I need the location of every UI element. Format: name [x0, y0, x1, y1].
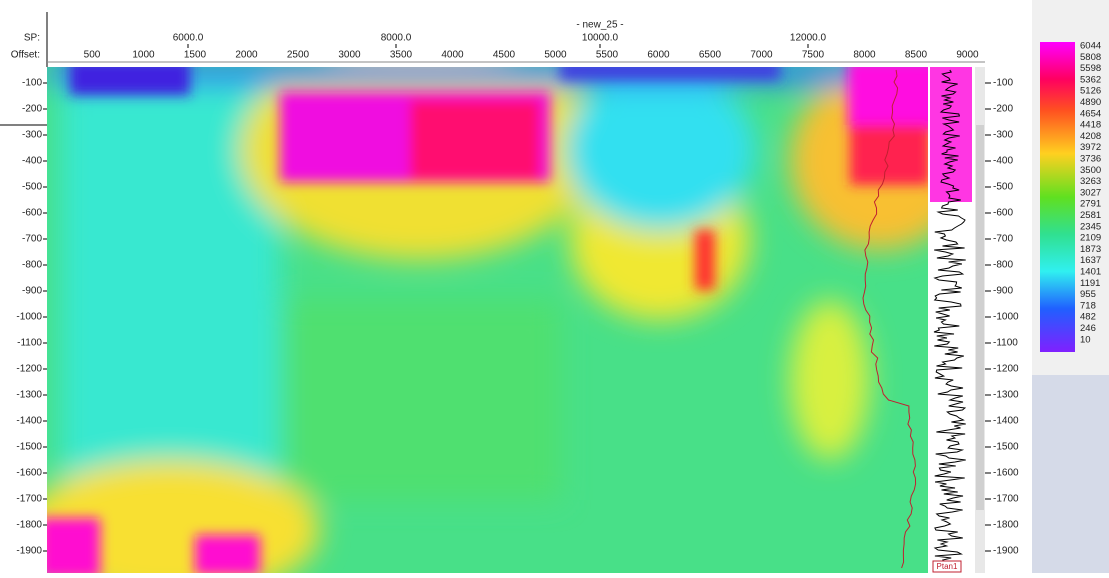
- color-scale-label: 3263: [1080, 176, 1101, 187]
- sp-label: SP:: [24, 33, 40, 44]
- sp-tick-label: 8000.0: [381, 33, 412, 44]
- depth-tick-label: -900: [993, 286, 1013, 297]
- color-scale-label: 1191: [1080, 278, 1100, 289]
- color-scale-label: 1637: [1080, 255, 1101, 266]
- scroll-thumb[interactable]: [976, 125, 984, 510]
- offset-tick-label: 4000: [441, 50, 464, 61]
- depth-tick-label: -1000: [16, 312, 42, 323]
- offset-tick-label: 5000: [544, 50, 567, 61]
- sp-tick-label: 6000.0: [173, 33, 204, 44]
- color-scale-label: 4418: [1080, 120, 1101, 131]
- depth-tick-label: -1200: [993, 364, 1019, 375]
- depth-tick-label: -1500: [16, 442, 42, 453]
- color-scale-label: 5126: [1080, 86, 1101, 97]
- depth-tick-label: -1300: [16, 390, 42, 401]
- depth-tick-label: -1200: [16, 364, 42, 375]
- depth-tick-label: -1400: [16, 416, 42, 427]
- color-scale-label: 4890: [1080, 97, 1101, 108]
- offset-tick-label: 500: [84, 50, 101, 61]
- offset-tick-label: 2500: [287, 50, 310, 61]
- seismic-viewer: - new_25 - SP: Offset: Ptan1 6000.0 8000.…: [0, 0, 1109, 573]
- seismic-image: [20, 40, 985, 573]
- color-scale-label: 6044: [1080, 41, 1101, 52]
- depth-tick-label: -700: [22, 234, 42, 245]
- color-scale-label: 246: [1080, 323, 1096, 334]
- depth-tick-label: -500: [993, 182, 1013, 193]
- depth-tick-label: -1000: [993, 312, 1019, 323]
- depth-tick-label: -1700: [993, 494, 1019, 505]
- depth-tick-label: -100: [993, 78, 1013, 89]
- color-scale-label: 2581: [1080, 210, 1101, 221]
- color-scale-label: 1401: [1080, 267, 1101, 278]
- depth-tick-label: -700: [993, 234, 1013, 245]
- depth-tick-label: -500: [22, 182, 42, 193]
- offset-tick-label: 3500: [390, 50, 413, 61]
- depth-tick-label: -1600: [16, 468, 42, 479]
- color-bar: [1040, 42, 1075, 352]
- color-scale-label: 2791: [1080, 199, 1101, 210]
- depth-tick-label: -1500: [993, 442, 1019, 453]
- depth-tick-label: -1600: [993, 468, 1019, 479]
- offset-tick-label: 1500: [184, 50, 207, 61]
- color-scale-label: 4208: [1080, 131, 1101, 142]
- color-scale-label: 3972: [1080, 142, 1101, 153]
- offset-tick-label: 1000: [132, 50, 155, 61]
- color-scale-label: 3736: [1080, 154, 1101, 165]
- color-scale-label: 3500: [1080, 165, 1101, 176]
- depth-tick-label: -1700: [16, 494, 42, 505]
- depth-tick-label: -200: [22, 104, 42, 115]
- offset-tick-label: 7500: [802, 50, 825, 61]
- depth-tick-label: -600: [22, 208, 42, 219]
- depth-tick-label: -900: [22, 286, 42, 297]
- offset-tick-label: 9000: [956, 50, 979, 61]
- depth-tick-label: -1100: [17, 338, 42, 349]
- color-scale-label: 5808: [1080, 52, 1101, 63]
- color-scale-label: 4654: [1080, 108, 1101, 119]
- color-scale-label: 5598: [1080, 63, 1101, 74]
- color-scale-label: 482: [1080, 312, 1096, 323]
- depth-tick-label: -1400: [993, 416, 1019, 427]
- depth-tick-label: -800: [993, 260, 1013, 271]
- depth-tick-label: -1100: [993, 338, 1018, 349]
- panel-lower: [1032, 375, 1109, 573]
- color-scale-label: 2345: [1080, 221, 1101, 232]
- depth-tick-label: -300: [22, 130, 42, 141]
- offset-tick-label: 6500: [699, 50, 722, 61]
- depth-tick-label: -400: [22, 156, 42, 167]
- offset-tick-label: 4500: [493, 50, 516, 61]
- depth-tick-label: -400: [993, 156, 1013, 167]
- color-scale-label: 955: [1080, 289, 1096, 300]
- color-scale-label: 5362: [1080, 74, 1101, 85]
- color-scale-label: 2109: [1080, 233, 1101, 244]
- depth-tick-label: -100: [22, 78, 42, 89]
- depth-tick-label: -200: [993, 104, 1013, 115]
- offset-tick-label: 7000: [750, 50, 773, 61]
- color-scale-label: 10: [1080, 334, 1091, 345]
- offset-label: Offset:: [11, 50, 40, 61]
- offset-tick-label: 8500: [905, 50, 928, 61]
- offset-tick-label: 8000: [853, 50, 876, 61]
- offset-tick-label: 2000: [235, 50, 258, 61]
- depth-tick-label: -600: [993, 208, 1013, 219]
- color-scale-label: 3027: [1080, 187, 1101, 198]
- sp-tick-label: 10000.0: [582, 33, 619, 44]
- depth-tick-label: -1900: [993, 546, 1019, 557]
- offset-tick-label: 5500: [596, 50, 619, 61]
- depth-tick-label: -1300: [993, 390, 1019, 401]
- depth-tick-label: -300: [993, 130, 1013, 141]
- well-label: Ptan1: [937, 562, 958, 571]
- depth-tick-label: -1800: [993, 520, 1019, 531]
- depth-tick-label: -800: [22, 260, 42, 271]
- depth-tick-label: -1800: [16, 520, 42, 531]
- color-scale-label: 718: [1080, 300, 1096, 311]
- offset-tick-label: 3000: [338, 50, 361, 61]
- offset-tick-label: 6000: [647, 50, 670, 61]
- section-title: - new_25 -: [576, 20, 623, 31]
- sp-tick-label: 12000.0: [790, 33, 827, 44]
- depth-tick-label: -1900: [16, 546, 42, 557]
- color-scale-label: 1873: [1080, 244, 1101, 255]
